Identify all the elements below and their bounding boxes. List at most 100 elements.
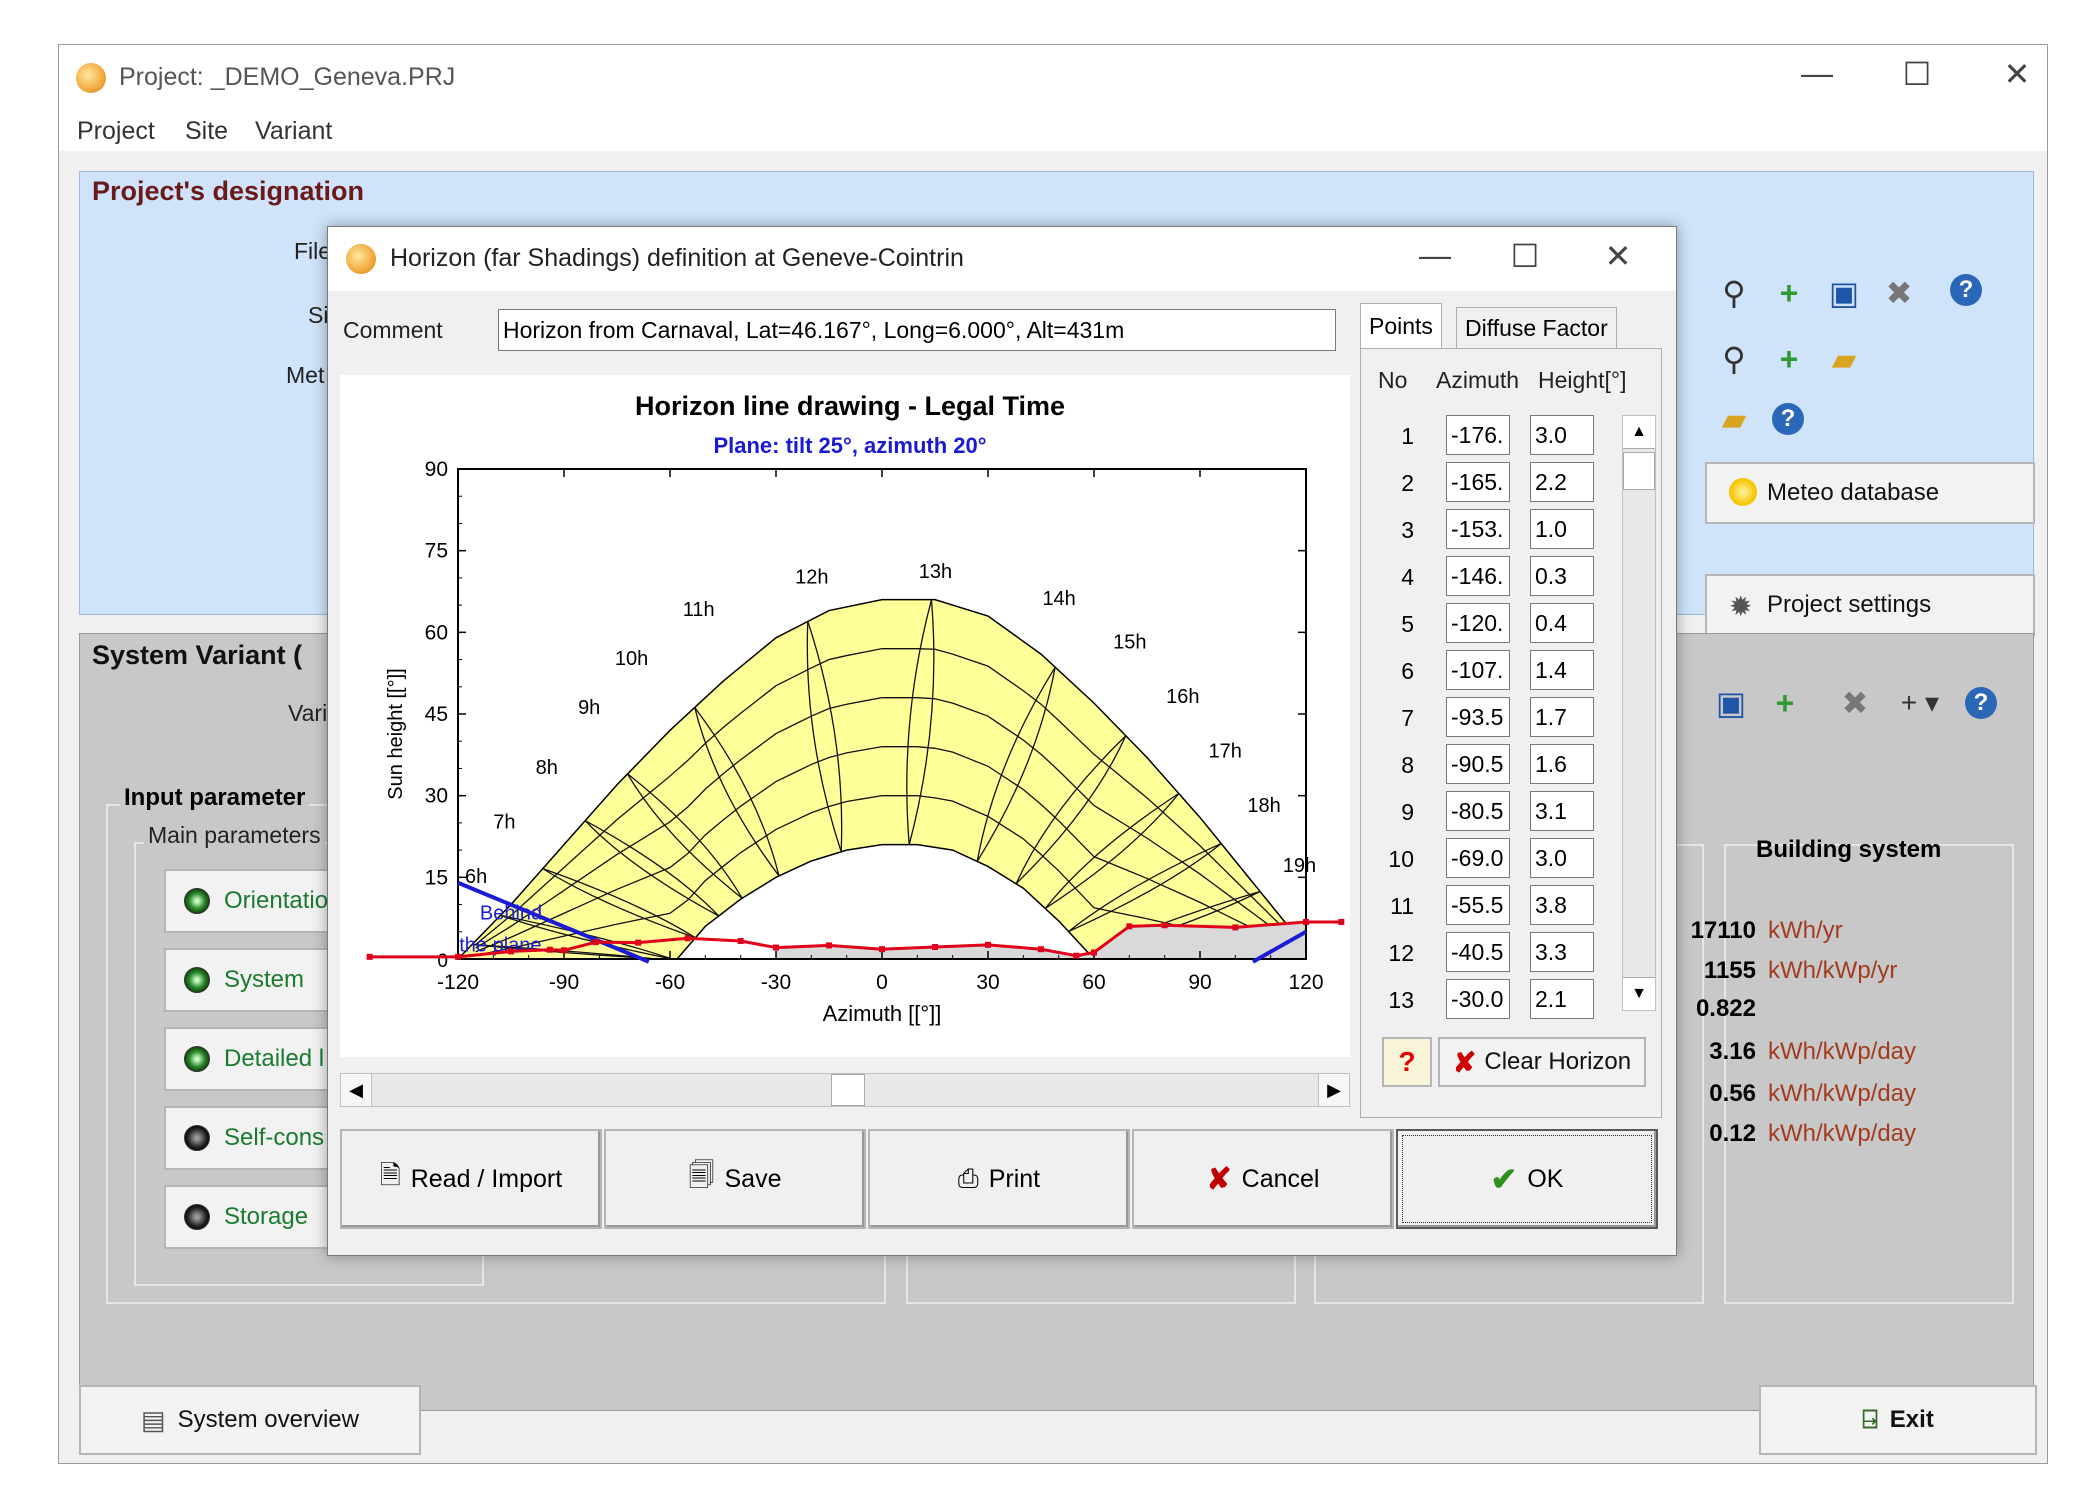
scroll-left-icon[interactable]: ◀: [341, 1074, 372, 1106]
height-input[interactable]: 0.4: [1530, 603, 1594, 643]
tab-diffuse-factor[interactable]: Diffuse Factor: [1456, 307, 1617, 349]
cancel-button[interactable]: ✘ Cancel: [1132, 1129, 1394, 1229]
height-input[interactable]: 1.6: [1530, 744, 1594, 784]
horizon-chart: Horizon line drawing - Legal Time Plane: …: [340, 375, 1350, 1057]
height-input[interactable]: 1.0: [1530, 509, 1594, 549]
variant-add-icon[interactable]: +: [1775, 685, 1795, 721]
scroll-down-icon[interactable]: ▼: [1623, 977, 1655, 1010]
height-input[interactable]: 3.1: [1530, 791, 1594, 831]
file-label: File: [294, 238, 332, 264]
azimuth-input[interactable]: -107.: [1446, 650, 1510, 690]
scroll-right-icon[interactable]: ▶: [1318, 1074, 1349, 1106]
azimuth-input[interactable]: -80.5: [1446, 791, 1510, 831]
hour-line: [976, 667, 1056, 862]
save-icon[interactable]: ▣: [1828, 275, 1860, 311]
menu-bar: Project Site Variant: [59, 111, 2047, 151]
exit-button[interactable]: ⍈ Exit: [1759, 1385, 2037, 1455]
azimuth-input[interactable]: -93.5: [1446, 697, 1510, 737]
hour-label: 7h: [493, 811, 515, 833]
point-number: 10: [1388, 846, 1414, 872]
scroll-thumb[interactable]: [831, 1074, 865, 1106]
height-input[interactable]: 2.2: [1530, 462, 1594, 502]
horizon-point: [684, 935, 691, 942]
meteo-database-button[interactable]: Meteo database: [1705, 462, 2035, 524]
read-import-button[interactable]: 🗎 Read / Import: [340, 1129, 602, 1229]
height-input[interactable]: 1.7: [1530, 697, 1594, 737]
meteo-folder-icon[interactable]: ▰: [1721, 401, 1747, 437]
height-input[interactable]: 2.1: [1530, 979, 1594, 1019]
dialog-minimize-icon[interactable]: —: [1419, 237, 1451, 273]
comment-input[interactable]: Horizon from Carnaval, Lat=46.167°, Long…: [498, 309, 1336, 351]
status-led-icon: [184, 1204, 210, 1230]
minimize-icon[interactable]: —: [1801, 55, 1833, 91]
point-number: 3: [1401, 517, 1414, 543]
menu-project[interactable]: Project: [77, 117, 155, 145]
exit-door-icon: ⍈: [1862, 1404, 1878, 1434]
date-arc: [475, 697, 1307, 953]
save-button[interactable]: 🗐 Save: [604, 1129, 866, 1229]
close-icon[interactable]: ✕: [2003, 56, 2031, 92]
app-sun-icon: [76, 63, 106, 93]
hour-line: [542, 868, 696, 939]
horizon-point: [635, 939, 642, 946]
azimuth-input[interactable]: -153.: [1446, 509, 1510, 549]
point-number: 2: [1401, 470, 1414, 496]
variant-help-icon[interactable]: ?: [1965, 687, 1997, 719]
height-input[interactable]: 3.0: [1530, 838, 1594, 878]
system-overview-button[interactable]: ▤ System overview: [79, 1385, 421, 1455]
add-file-icon[interactable]: +: [1779, 275, 1799, 311]
project-settings-button[interactable]: ✹ Project settings: [1705, 574, 2035, 636]
height-input[interactable]: 3.0: [1530, 415, 1594, 455]
azimuth-input[interactable]: -120.: [1446, 603, 1510, 643]
folder-open-icon[interactable]: ▰: [1831, 341, 1857, 377]
menu-variant[interactable]: Variant: [255, 117, 333, 145]
variant-delete-icon[interactable]: ✖: [1841, 685, 1869, 721]
input-parameters-title: Input parameter: [120, 784, 310, 812]
result-unit: kWh/yr: [1768, 917, 1843, 944]
delete-icon[interactable]: ✖: [1885, 275, 1913, 311]
points-vertical-scrollbar[interactable]: ▲ ▼: [1622, 415, 1656, 1011]
tab-points[interactable]: Points: [1360, 303, 1442, 349]
azimuth-input[interactable]: -55.5: [1446, 885, 1510, 925]
print-button[interactable]: ⎙ Print: [868, 1129, 1130, 1229]
main-title-bar[interactable]: Project: _DEMO_Geneva.PRJ — ☐ ✕: [59, 45, 2047, 111]
azimuth-input[interactable]: -40.5: [1446, 932, 1510, 972]
search-site-icon[interactable]: ⚲: [1722, 341, 1746, 377]
horizon-point: [1161, 922, 1168, 929]
dialog-close-icon[interactable]: ✕: [1604, 238, 1632, 274]
height-input[interactable]: 3.8: [1530, 885, 1594, 925]
search-icon[interactable]: ⚲: [1722, 275, 1746, 311]
azimuth-input[interactable]: -30.0: [1446, 979, 1510, 1019]
meteo-help-icon[interactable]: ?: [1772, 403, 1804, 435]
dialog-maximize-icon[interactable]: ☐: [1510, 238, 1540, 274]
horizon-point: [737, 938, 744, 945]
azimuth-input[interactable]: -69.0: [1446, 838, 1510, 878]
height-input[interactable]: 0.3: [1530, 556, 1594, 596]
variant-save-icon[interactable]: ▣: [1715, 685, 1747, 721]
hour-line: [1044, 792, 1180, 909]
add-site-icon[interactable]: +: [1779, 341, 1799, 377]
clear-horizon-button[interactable]: ✘ Clear Horizon: [1438, 1037, 1646, 1087]
help-button[interactable]: ?: [1382, 1037, 1432, 1087]
horizon-point: [1126, 923, 1133, 930]
hour-label: 17h: [1209, 741, 1242, 763]
variant-more-icon[interactable]: + ▾: [1900, 687, 1940, 718]
height-input[interactable]: 1.4: [1530, 650, 1594, 690]
horizon-point: [546, 946, 553, 953]
horizon-point: [932, 944, 938, 951]
azimuth-input[interactable]: -90.5: [1446, 744, 1510, 784]
scroll-up-icon[interactable]: ▲: [1623, 416, 1655, 449]
menu-site[interactable]: Site: [185, 117, 229, 145]
result-value: 3.16: [1709, 1038, 1756, 1065]
azimuth-input[interactable]: -176.: [1446, 415, 1510, 455]
points-scroll-thumb[interactable]: [1623, 452, 1655, 490]
azimuth-input[interactable]: -165.: [1446, 462, 1510, 502]
maximize-icon[interactable]: ☐: [1902, 56, 1932, 92]
help-icon[interactable]: ?: [1950, 274, 1982, 306]
ok-button[interactable]: ✔ OK: [1396, 1129, 1658, 1229]
azimuth-input[interactable]: -146.: [1446, 556, 1510, 596]
horizon-dialog: Horizon (far Shadings) definition at Gen…: [327, 226, 1677, 1256]
dialog-title-bar[interactable]: Horizon (far Shadings) definition at Gen…: [328, 227, 1676, 291]
chart-horizontal-scrollbar[interactable]: ◀ ▶: [340, 1073, 1350, 1107]
height-input[interactable]: 3.3: [1530, 932, 1594, 972]
